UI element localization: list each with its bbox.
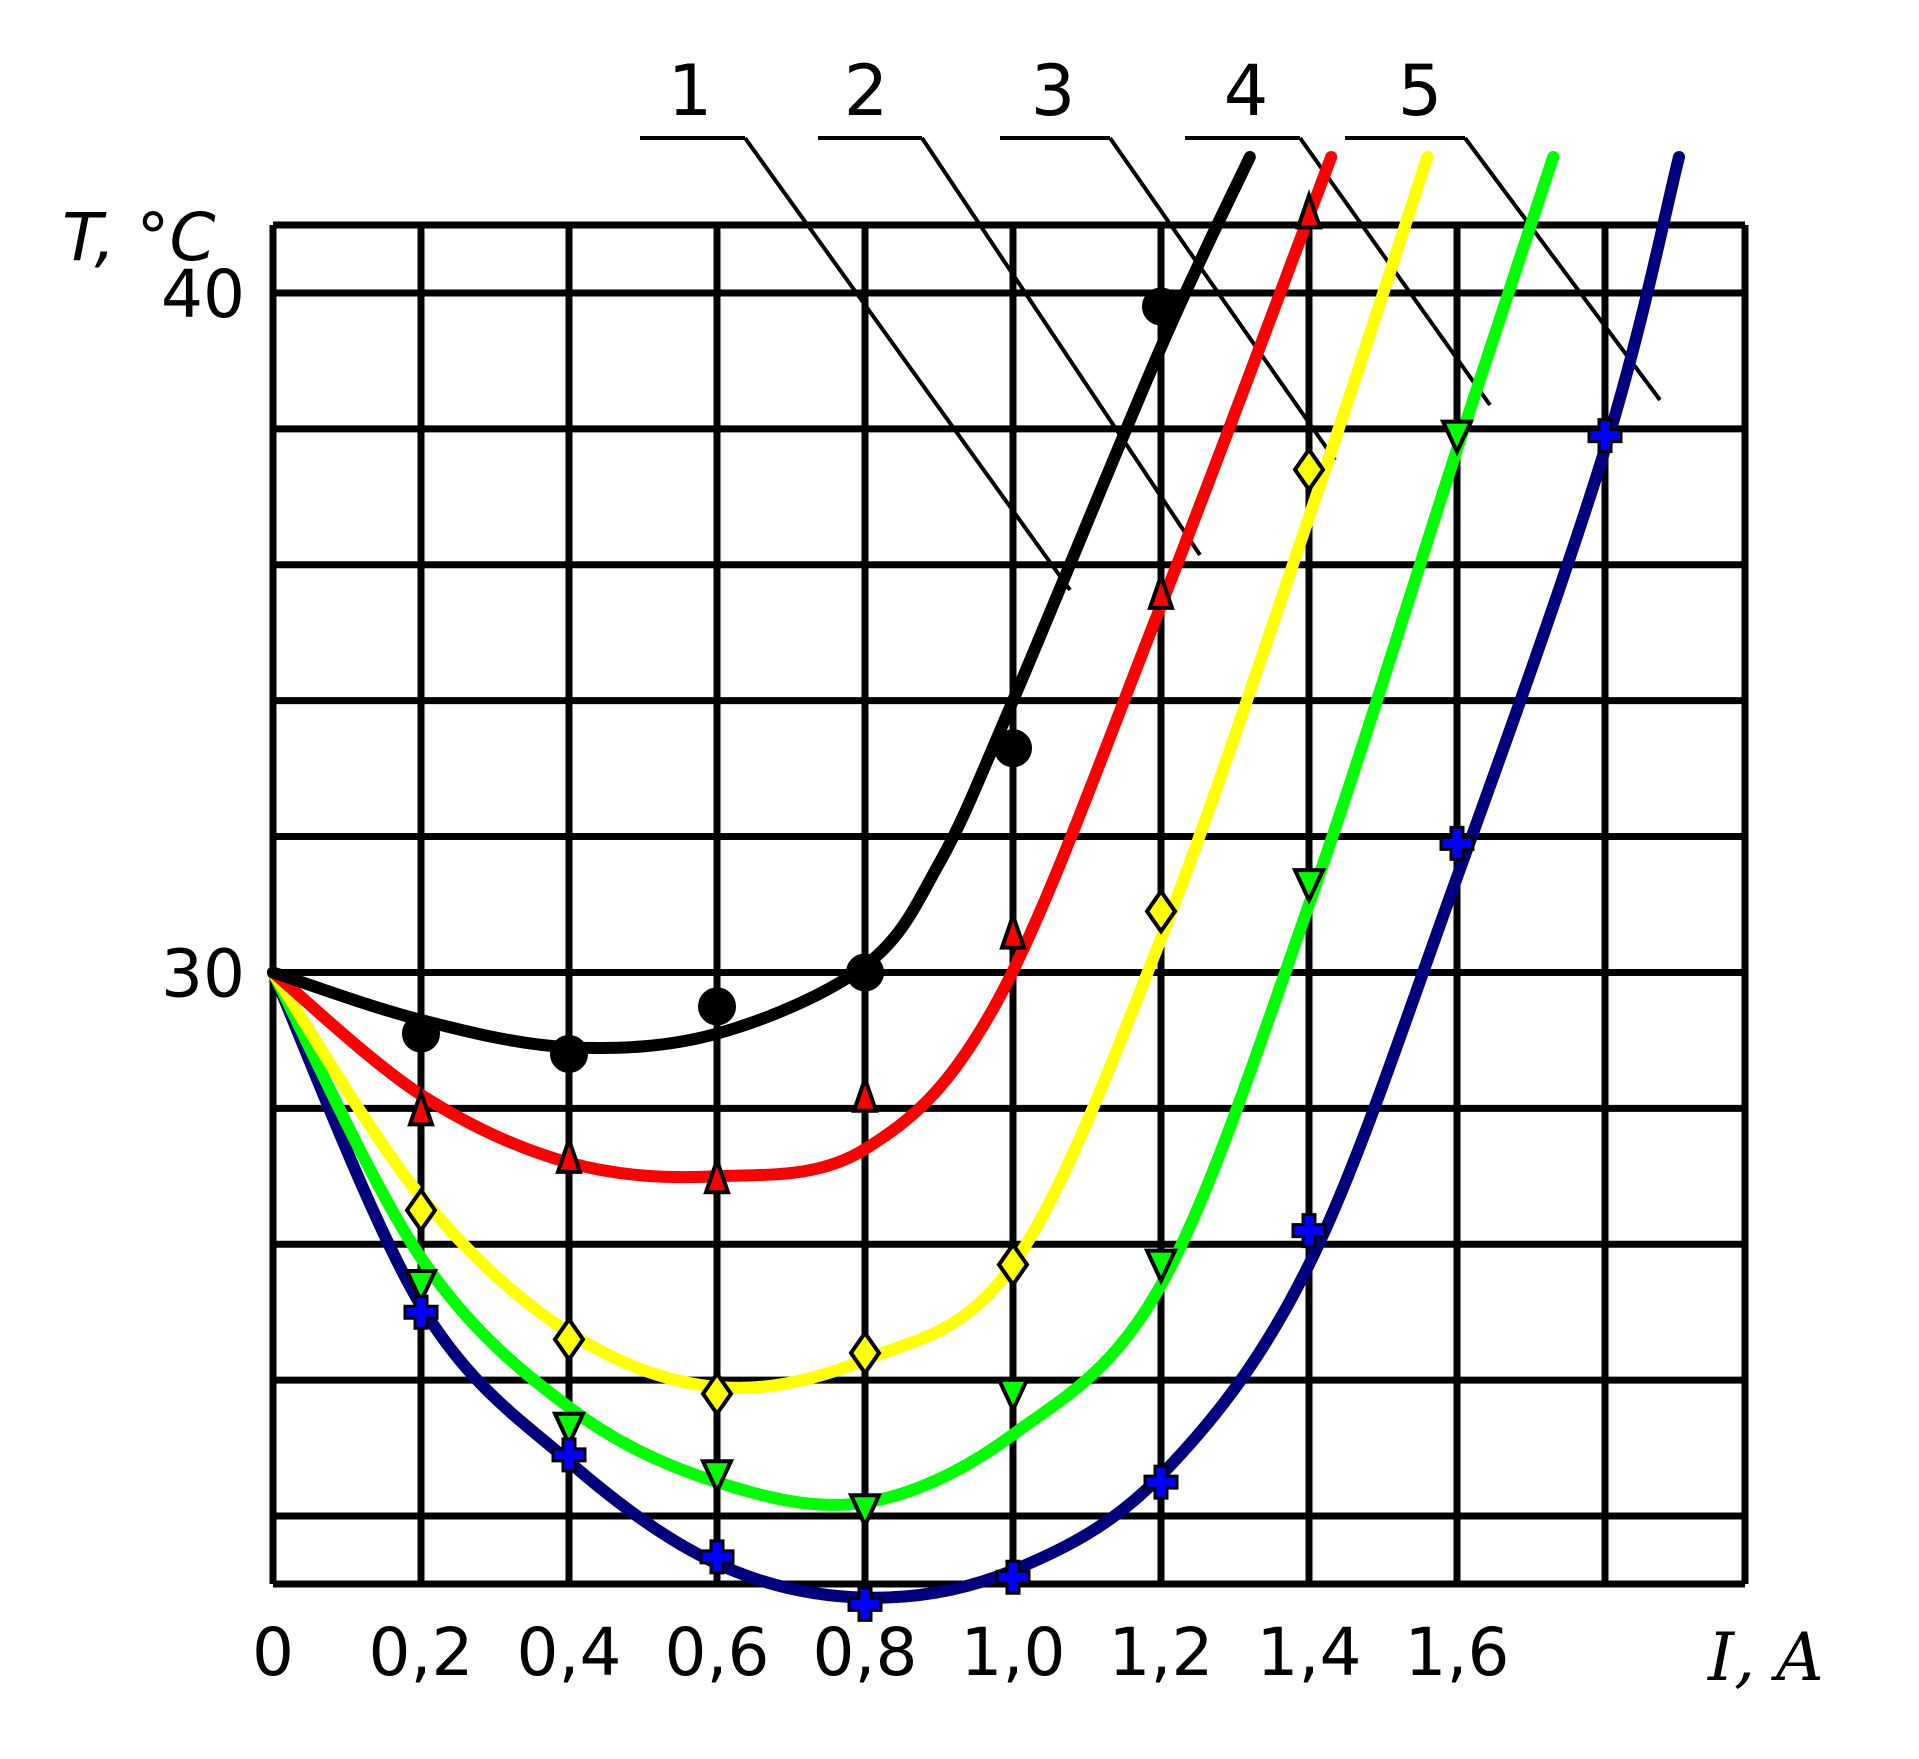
data-marker-series-2 xyxy=(1147,569,1175,610)
data-marker-series-4 xyxy=(403,1269,439,1306)
data-marker-series-3 xyxy=(996,1241,1030,1289)
x-tick-label: 1,4 xyxy=(1257,1614,1362,1691)
data-marker-series-2 xyxy=(407,1086,435,1127)
data-marker-series-3 xyxy=(700,1370,734,1418)
data-marker-series-5 xyxy=(1291,1213,1327,1249)
y-tick-label: 30 xyxy=(161,935,245,1012)
tick-labels: 0 0,2 0,4 0,6 0,8 1,0 1,2 1,4 1,6 30 40 xyxy=(161,256,1509,1691)
series-line-2 xyxy=(267,151,1338,1184)
series-line-3 xyxy=(267,151,1434,1394)
curve-label-leader xyxy=(1108,136,1337,462)
data-marker-series-1 xyxy=(994,729,1032,768)
y-tick-label: 40 xyxy=(161,256,245,333)
data-marker-series-4 xyxy=(995,1377,1031,1415)
data-marker-series-4 xyxy=(551,1411,587,1449)
data-markers xyxy=(402,189,1623,1622)
data-marker-series-5 xyxy=(1587,418,1623,454)
data-marker-series-4 xyxy=(1291,868,1327,905)
series-curves xyxy=(267,151,1685,1604)
data-marker-series-5 xyxy=(699,1539,735,1575)
data-marker-series-3 xyxy=(552,1315,586,1363)
data-marker-series-4 xyxy=(1439,419,1475,457)
x-tick-label: 0,6 xyxy=(665,1614,770,1691)
data-marker-series-2 xyxy=(555,1133,583,1174)
data-marker-series-1 xyxy=(1142,287,1180,326)
data-marker-series-2 xyxy=(1295,189,1323,230)
data-marker-series-5 xyxy=(1439,825,1475,861)
data-marker-series-5 xyxy=(847,1586,883,1622)
data-marker-series-3 xyxy=(1292,446,1326,494)
data-marker-series-4 xyxy=(1143,1248,1179,1286)
data-marker-series-3 xyxy=(404,1186,438,1234)
x-tick-label: 0,4 xyxy=(517,1614,622,1691)
x-tick-label: 0,8 xyxy=(813,1614,918,1691)
data-marker-series-5 xyxy=(551,1437,587,1473)
data-marker-series-5 xyxy=(403,1294,439,1330)
x-axis-title: I, A xyxy=(1707,1619,1824,1696)
x-tick-label: 0 xyxy=(252,1614,294,1691)
curve-number-labels: 1 2 3 4 5 xyxy=(668,50,1443,132)
data-marker-series-3 xyxy=(1144,887,1178,935)
curve-label-4: 4 xyxy=(1224,50,1269,132)
data-marker-series-2 xyxy=(999,909,1027,950)
data-marker-series-5 xyxy=(1143,1464,1179,1500)
curve-label-leader xyxy=(743,136,1072,592)
x-tick-label: 0,2 xyxy=(369,1614,474,1691)
curve-label-5: 5 xyxy=(1398,50,1443,132)
series-line-4 xyxy=(267,151,1560,1511)
series-line-1 xyxy=(267,151,1256,1054)
curve-label-2: 2 xyxy=(844,50,889,132)
y-axis-title: T, °C xyxy=(62,199,216,276)
data-marker-series-2 xyxy=(851,1072,879,1113)
data-marker-series-1 xyxy=(846,953,884,992)
series-line-5 xyxy=(267,151,1685,1604)
curve-label-1: 1 xyxy=(668,50,713,132)
curve-label-3: 3 xyxy=(1031,50,1076,132)
data-marker-series-3 xyxy=(848,1329,882,1377)
data-marker-series-1 xyxy=(550,1034,588,1073)
curve-label-leader xyxy=(920,136,1202,557)
data-marker-series-1 xyxy=(698,987,736,1026)
x-tick-label: 1,6 xyxy=(1405,1614,1510,1691)
x-tick-label: 1,2 xyxy=(1109,1614,1214,1691)
x-tick-label: 1,0 xyxy=(961,1614,1066,1691)
data-marker-series-4 xyxy=(699,1459,735,1497)
data-marker-series-4 xyxy=(847,1493,883,1530)
data-marker-series-1 xyxy=(402,1014,440,1053)
data-marker-series-2 xyxy=(703,1154,731,1195)
data-marker-series-5 xyxy=(995,1559,1031,1595)
